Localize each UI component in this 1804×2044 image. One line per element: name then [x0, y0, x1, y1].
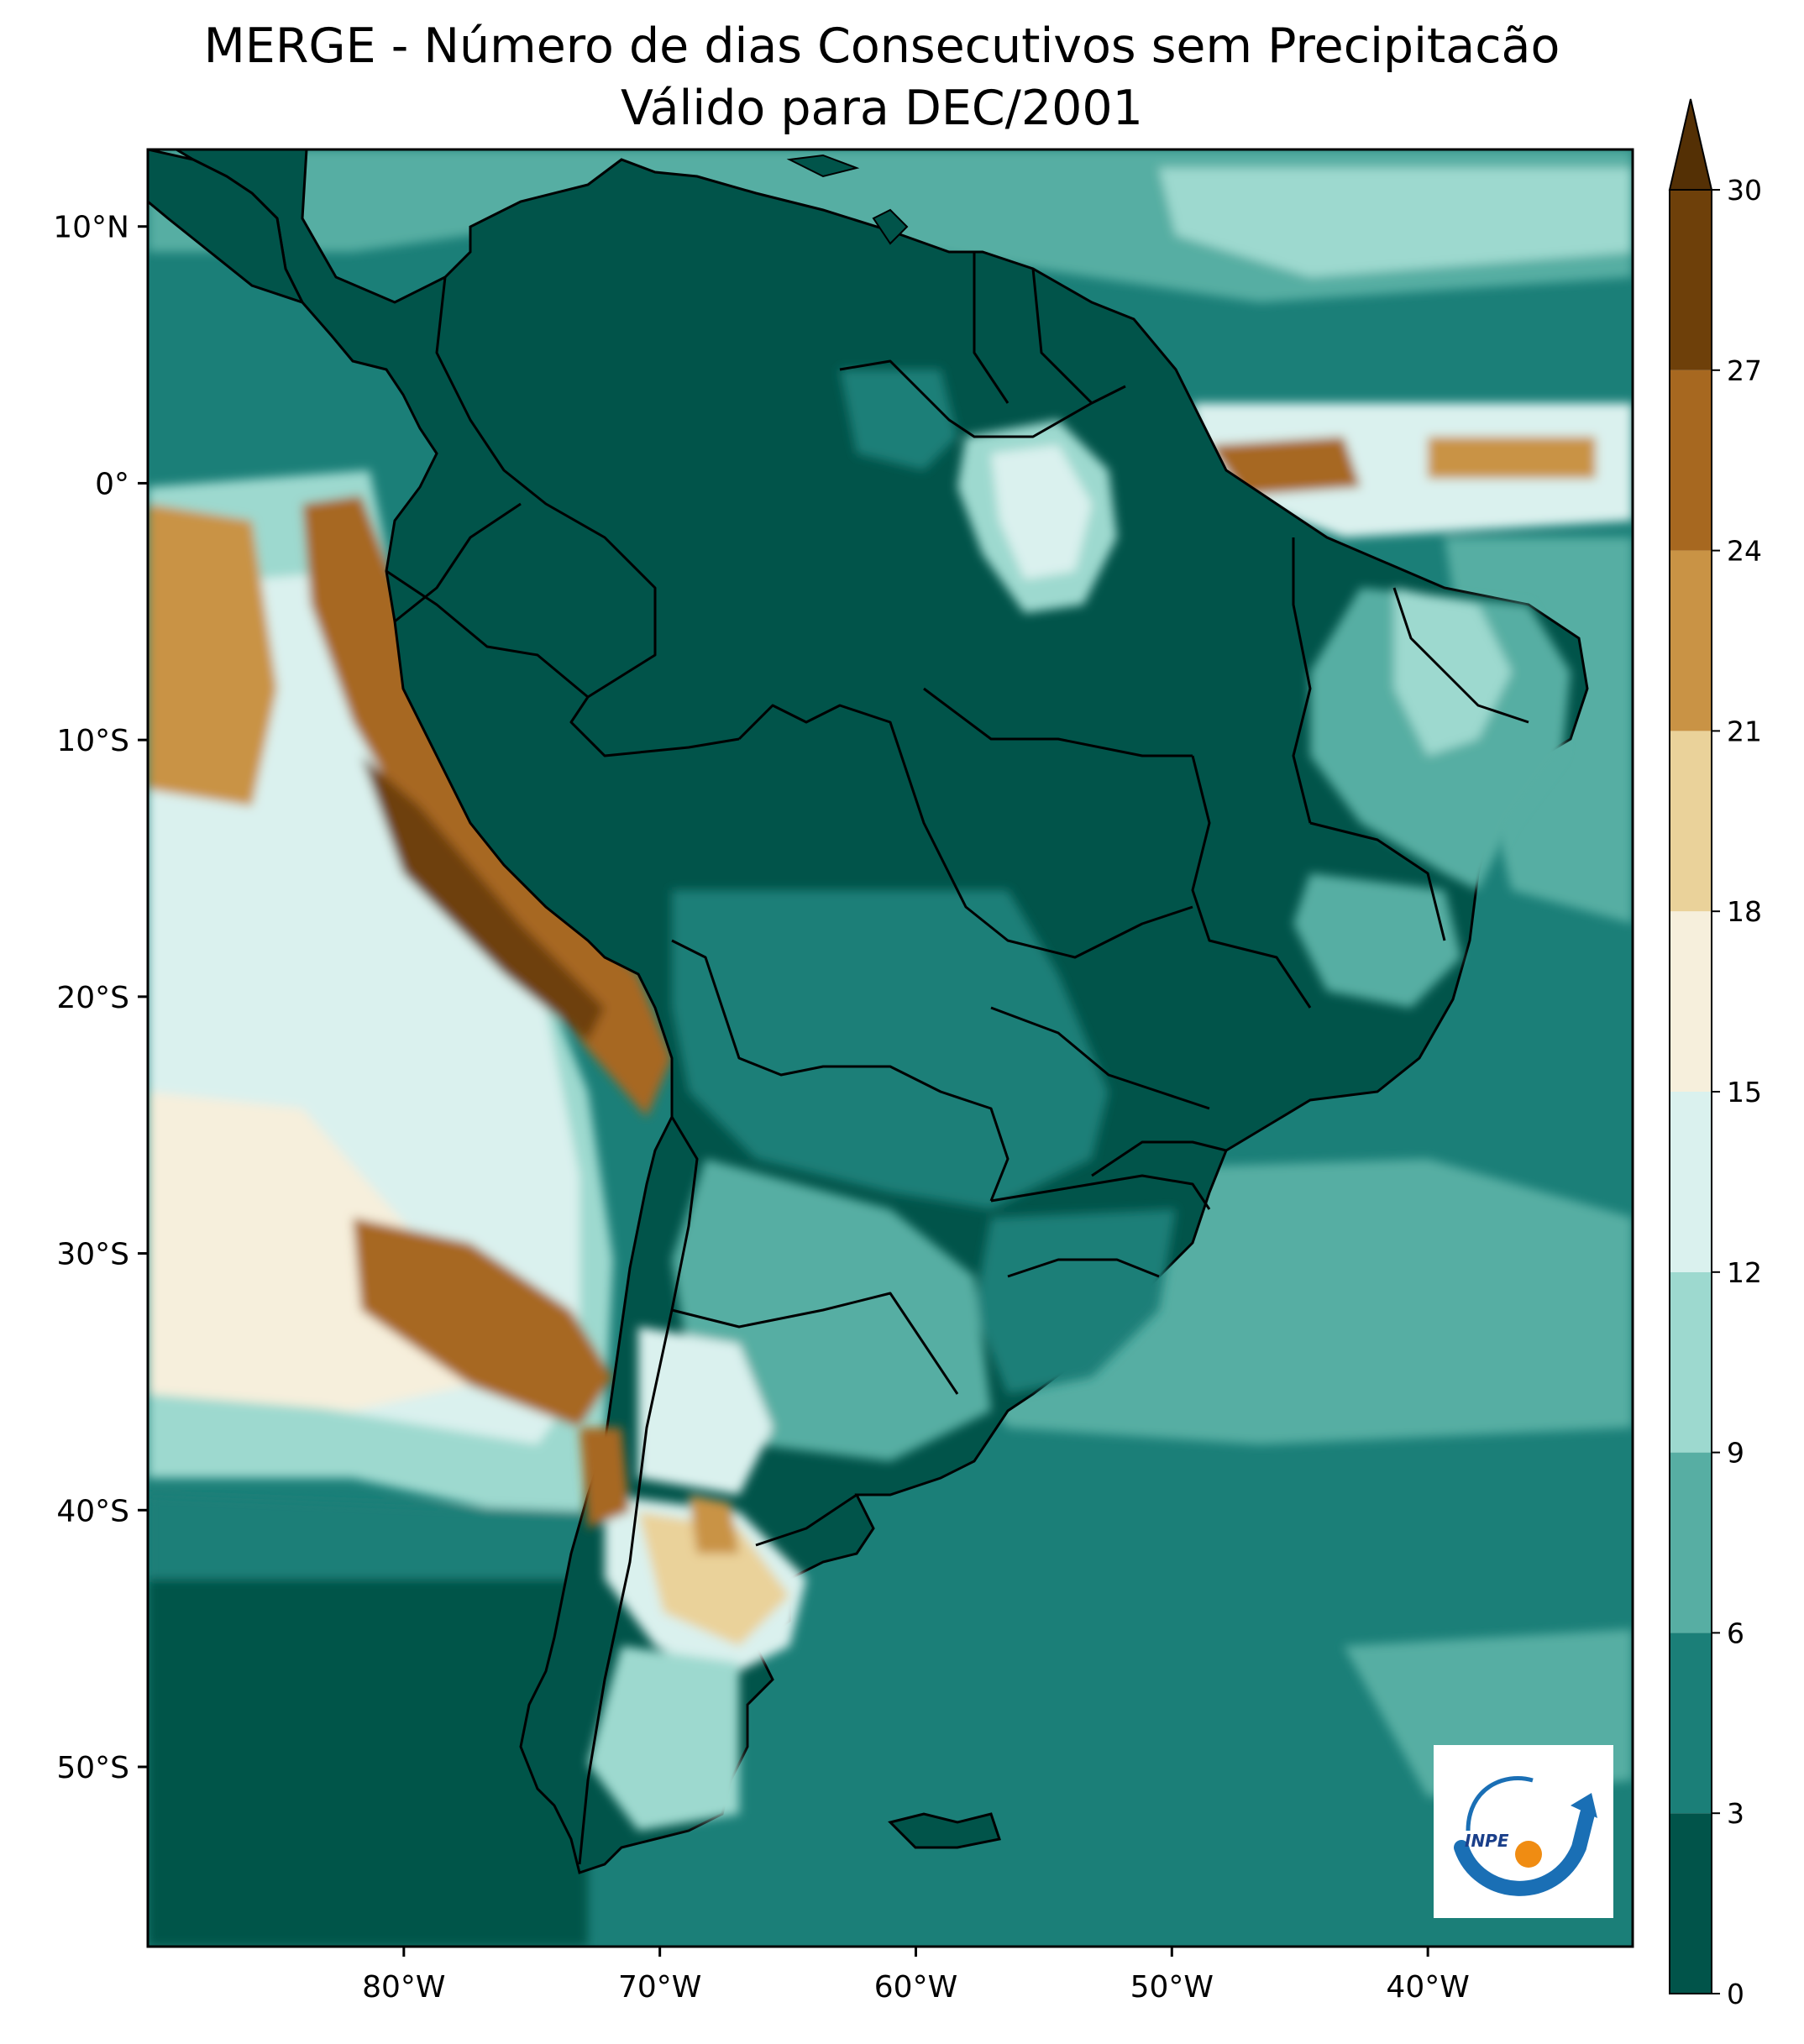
- logo-swoosh-icon: [1454, 1806, 1595, 1896]
- colorbar-swatch: [1670, 550, 1712, 731]
- peru-coast-dry-core: [361, 756, 605, 1041]
- colorbar-swatch: [1670, 731, 1712, 912]
- chart-title: MERGE - Número de dias Consecutivos sem …: [203, 18, 1560, 74]
- northeast-brazil-dry: [1394, 588, 1512, 756]
- brazil-state-border-2: [1191, 755, 1312, 1009]
- patagonia-south-area: [588, 1646, 739, 1831]
- lat-tick-label: 30°S: [56, 1238, 129, 1272]
- argentina-province-border: [671, 1292, 959, 1395]
- logo-text: INPE: [1465, 1831, 1509, 1851]
- lon-tick-label: 40°W: [1386, 1970, 1469, 2005]
- map-frame: [146, 148, 1634, 1948]
- logo-dot-icon: [1515, 1841, 1542, 1868]
- colorbar-swatch: [1670, 1271, 1712, 1453]
- guyana-border: [973, 252, 1010, 404]
- lon-tick-label: 80°W: [362, 1970, 445, 2005]
- colorbar-extend-arrow: [1668, 98, 1713, 191]
- central-south-area: [672, 890, 1109, 1209]
- patagonia-dry-spot: [689, 1495, 739, 1554]
- lat-tick-label: 10°N: [53, 211, 129, 245]
- map-panel: INPE: [148, 149, 1633, 1947]
- colorbar-tick-label: 9: [1727, 1437, 1744, 1470]
- lon-tick-label: 70°W: [618, 1970, 701, 2005]
- political-borders: [385, 252, 1529, 1865]
- ecuador-colombia-border: [394, 502, 522, 623]
- colombia-venezuela-border: [435, 276, 740, 757]
- atlantic-equatorial-dry-2: [1428, 437, 1596, 479]
- chile-argentina-border: [578, 1116, 699, 1865]
- pacific-south-band: [148, 1495, 588, 1579]
- latitude-axis: 10°N 0° 10°S 20°S 30°S 40°S 50°S: [53, 211, 148, 1785]
- lat-tick-label: 20°S: [56, 981, 129, 1015]
- brazil-state-border-5: [1392, 587, 1529, 724]
- amapa-dry-core: [991, 445, 1092, 579]
- peru-ecuador-border: [385, 569, 589, 699]
- longitude-axis: 80°W 70°W 60°W 50°W 40°W: [362, 1947, 1470, 2005]
- roraima-area: [840, 369, 957, 470]
- lat-tick-label: 0°: [95, 467, 129, 501]
- trinidad-island: [872, 208, 909, 245]
- uruguay-area: [974, 1209, 1176, 1394]
- atlantic-equatorial-dry: [1209, 437, 1361, 495]
- brazil-state-border-7: [1091, 1140, 1227, 1177]
- caribbean-island: [786, 154, 860, 178]
- uruguay-border: [1007, 1258, 1160, 1278]
- lat-tick-label: 40°S: [56, 1494, 129, 1528]
- caribbean-light-band: [1159, 168, 1633, 277]
- colorbar-tick-label: 12: [1727, 1256, 1762, 1289]
- colorbar-tick-label: 18: [1727, 895, 1762, 928]
- guianas-border: [839, 359, 1126, 438]
- bolivia-paraguay-border: [671, 939, 1010, 1202]
- colorbar-swatch: [1670, 190, 1712, 370]
- argentina-south-border: [755, 1493, 857, 1547]
- colorbar-swatch: [1670, 1633, 1712, 1814]
- brazil-state-border-1: [923, 687, 1193, 757]
- andes-dry-spot: [579, 1428, 630, 1528]
- paraguay-brazil-border: [990, 1174, 1211, 1210]
- inpe-logo: INPE: [1434, 1745, 1613, 1918]
- colorbar-tick-label: 0: [1727, 1978, 1744, 2010]
- pacific-west-dry: [148, 504, 277, 806]
- colorbar-swatch: [1670, 1452, 1712, 1633]
- pacific-far-south: [148, 1579, 588, 1947]
- brazil-state-border-6: [990, 1006, 1210, 1110]
- chart-subtitle: Válido para DEC/2001: [621, 81, 1143, 136]
- central-america: [148, 149, 305, 305]
- colorbar-swatch: [1670, 1092, 1712, 1272]
- chile-coast-dry-band: [353, 1218, 613, 1428]
- lon-tick-label: 50°W: [1130, 1970, 1214, 2005]
- brazil-western-border: [737, 704, 1193, 959]
- brazil-state-border-3: [1292, 537, 1312, 824]
- cuyo-dry-area: [638, 1327, 773, 1495]
- brazil-state-border-4: [1309, 821, 1446, 941]
- colorbar-swatch: [1670, 369, 1712, 551]
- colorbar: 0 3 6 9 12 15 18 21 24 27 30: [1668, 98, 1762, 2010]
- lon-tick-label: 60°W: [874, 1970, 957, 2005]
- colorbar-tick-label: 3: [1727, 1797, 1744, 1830]
- colorbar-swatch: [1670, 911, 1712, 1092]
- colorbar-tick-label: 6: [1727, 1617, 1744, 1649]
- colorbar-tick-label: 30: [1727, 174, 1762, 207]
- patagonia-very-dry: [638, 1512, 789, 1646]
- suriname-border: [1031, 268, 1093, 405]
- colorbar-tick-label: 15: [1727, 1076, 1762, 1108]
- lat-tick-label: 10°S: [56, 724, 129, 758]
- logo-arrow-icon: [1571, 1793, 1597, 1818]
- colorbar-swatch: [1670, 1813, 1712, 1994]
- lat-tick-label: 50°S: [56, 1751, 129, 1785]
- logo-arc-icon: [1466, 1776, 1534, 1832]
- minas-gerais-area: [1293, 873, 1461, 1008]
- falkland-islands: [888, 1812, 1001, 1849]
- colorbar-tick-label: 24: [1727, 535, 1762, 568]
- colorbar-tick-label: 27: [1727, 354, 1762, 387]
- colorbar-tick-label: 21: [1727, 715, 1762, 747]
